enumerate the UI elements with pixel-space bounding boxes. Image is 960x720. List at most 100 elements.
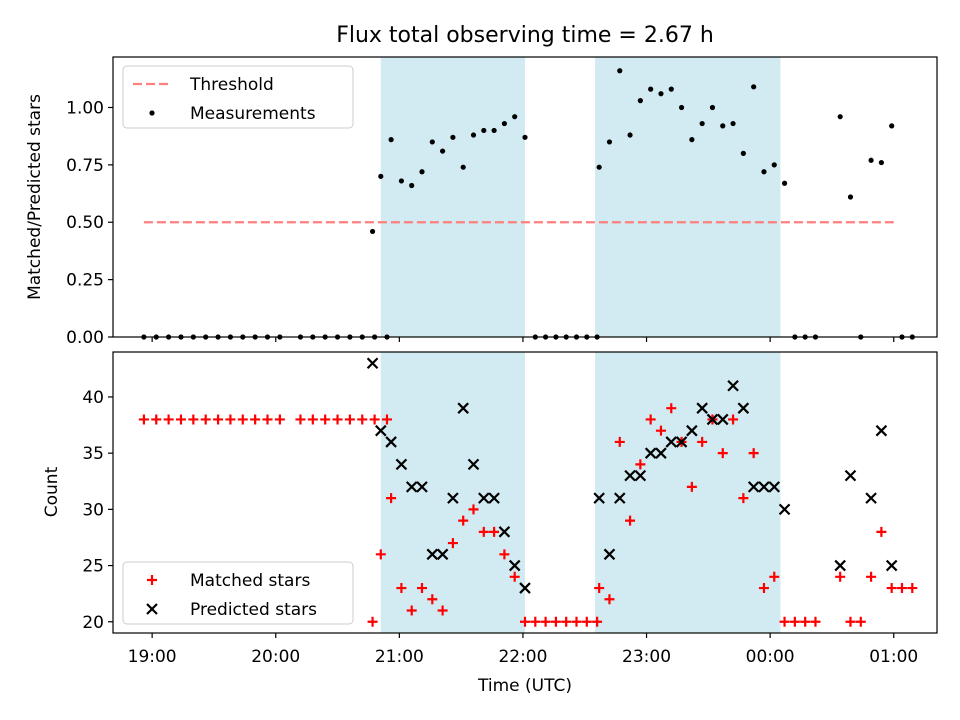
point-measurements-43 [596, 164, 602, 170]
point-matched-stars-15 [332, 414, 343, 425]
legend: Threshold Measurements [122, 65, 354, 129]
point-matched-stars-4 [188, 414, 199, 425]
point-matched-stars-65 [835, 571, 846, 582]
point-matched-stars-31 [478, 526, 489, 537]
point-predicted-stars-19 [624, 469, 636, 482]
y-tick-label-2: 30 [82, 500, 104, 520]
point-matched-stars-18 [369, 414, 380, 425]
point-predicted-stars-32 [758, 481, 770, 493]
point-predicted-stars-33 [768, 481, 781, 493]
axes-frame [112, 56, 938, 338]
axes-frame [112, 351, 938, 634]
point-matched-stars-58 [748, 448, 759, 459]
point-measurements-28 [450, 134, 456, 140]
point-matched-stars-67 [855, 616, 866, 627]
point-predicted-stars-2 [385, 436, 397, 448]
point-predicted-stars-18 [613, 492, 626, 504]
point-predicted-stars-36 [844, 469, 857, 482]
point-matched-stars-25 [417, 583, 427, 594]
point-measurements-27 [440, 148, 446, 154]
point-matched-stars-49 [655, 425, 666, 436]
point-predicted-stars-39 [885, 559, 898, 572]
shaded-interval-1 [595, 57, 781, 337]
point-matched-stars-41 [581, 616, 592, 627]
point-predicted-stars-12 [488, 492, 500, 504]
point-matched-stars-48 [645, 414, 656, 425]
point-matched-stars-6 [213, 414, 224, 425]
point-matched-stars-52 [686, 481, 697, 492]
y-tick-label-2: 0.50 [66, 213, 104, 233]
point-matched-stars-27 [437, 605, 448, 616]
x-tick-label-1: 20:00 [251, 647, 300, 667]
y-tick-label-0: 20 [82, 613, 104, 633]
point-measurements-51 [678, 104, 685, 111]
point-predicted-stars-31 [747, 481, 760, 493]
point-measurements-59 [761, 169, 767, 175]
point-matched-stars-61 [779, 616, 790, 627]
point-measurements-55 [720, 123, 726, 129]
point-measurements-24 [409, 182, 415, 189]
point-measurements-70 [889, 123, 895, 129]
top-panel: 0.00 0.25 0.50 0.75 1.00 Threshold Measurement… [66, 56, 938, 348]
point-matched-stars-44 [604, 594, 615, 605]
point-measurements-47 [637, 98, 643, 104]
point-matched-stars-42 [592, 616, 603, 627]
top-y-axis-label: Matched/Predicted stars [25, 94, 45, 300]
point-matched-stars-39 [561, 616, 572, 627]
point-predicted-stars-24 [675, 436, 688, 448]
point-measurements-34 [512, 114, 518, 120]
point-matched-stars-45 [614, 436, 625, 447]
point-matched-stars-30 [468, 504, 479, 515]
point-matched-stars-60 [769, 571, 780, 582]
legend-dot-swatch [149, 110, 155, 116]
x-axis-label: Time (UTC) [477, 676, 572, 696]
x-tick-label-0: 19:00 [128, 647, 177, 667]
point-predicted-stars-9 [457, 402, 469, 414]
point-measurements-53 [699, 120, 705, 127]
point-matched-stars-72 [907, 583, 918, 594]
point-measurements-48 [648, 86, 654, 92]
point-matched-stars-46 [625, 515, 636, 526]
bottom-y-axis-label: Count [42, 466, 62, 517]
point-matched-stars-50 [666, 403, 677, 414]
point-matched-stars-1 [151, 414, 162, 425]
point-matched-stars-13 [307, 414, 318, 425]
point-matched-stars-20 [367, 616, 378, 627]
point-matched-stars-53 [697, 436, 708, 447]
point-predicted-stars-8 [447, 492, 459, 504]
point-predicted-stars-30 [737, 402, 750, 414]
point-measurements-54 [709, 104, 716, 111]
point-matched-stars-63 [800, 616, 811, 627]
x-tick-label-4: 23:00 [622, 647, 671, 667]
point-measurements-32 [491, 127, 497, 134]
point-matched-stars-57 [738, 493, 749, 504]
point-matched-stars-55 [717, 448, 728, 459]
y-tick-label-4: 40 [82, 388, 104, 408]
point-measurements-35 [522, 134, 528, 140]
point-measurements-49 [658, 91, 664, 97]
point-matched-stars-8 [237, 414, 248, 425]
point-predicted-stars-0 [366, 357, 379, 370]
point-predicted-stars-11 [478, 492, 490, 504]
legend: Matched stars Predicted stars [122, 561, 354, 625]
x-tick-label-2: 21:00 [375, 647, 424, 667]
point-measurements-60 [771, 162, 777, 168]
point-predicted-stars-13 [498, 526, 511, 538]
point-predicted-stars-25 [686, 424, 698, 437]
point-matched-stars-23 [396, 583, 407, 594]
shaded-interval-1 [595, 352, 781, 633]
point-predicted-stars-1 [375, 424, 387, 437]
point-measurements-45 [617, 68, 623, 74]
bottom-panel: 20 25 30 35 40 19:00 20:00 21:00 22:00 23:00 00:00… [82, 351, 938, 667]
point-predicted-stars-7 [436, 548, 449, 561]
legend-label-1: Predicted stars [190, 600, 317, 620]
point-measurements-22 [388, 137, 394, 143]
point-measurements-68 [868, 157, 874, 163]
point-predicted-stars-5 [416, 481, 428, 493]
x-tick-label-6: 01:00 [869, 647, 918, 667]
point-matched-stars-17 [357, 414, 368, 425]
point-predicted-stars-38 [875, 424, 888, 437]
point-matched-stars-71 [896, 583, 907, 594]
chart-title: Flux total observing time = 2.67 h [336, 23, 714, 48]
legend-label-0: Threshold [189, 75, 274, 95]
